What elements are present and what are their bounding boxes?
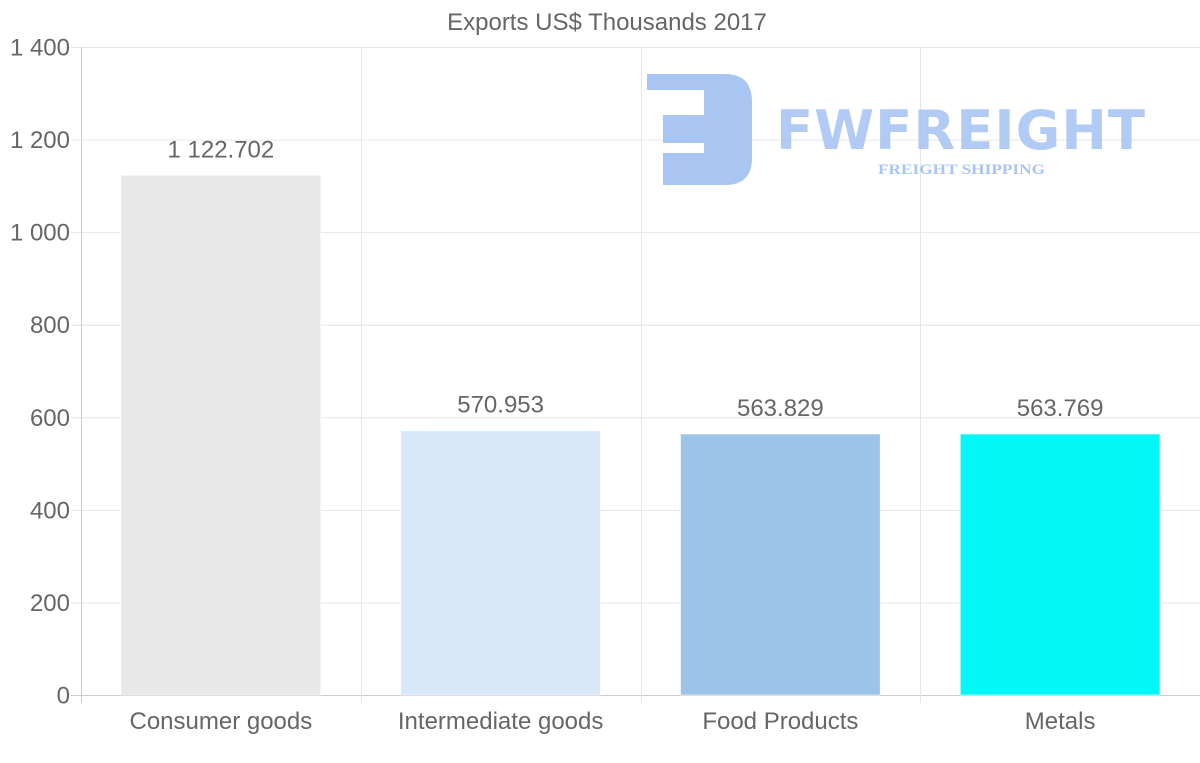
bars: [120, 174, 1161, 696]
data-label: 563.829: [737, 395, 824, 422]
x-tick-label: Food Products: [702, 708, 858, 735]
y-tick-label: 0: [57, 683, 70, 710]
y-tick-label: 800: [30, 312, 70, 339]
x-tick-label: Metals: [1025, 708, 1096, 735]
x-tick-label: Consumer goods: [129, 708, 312, 735]
data-label: 1 122.702: [167, 136, 274, 163]
y-tick-label: 600: [30, 405, 70, 432]
y-tick-label: 1 400: [10, 35, 70, 62]
y-tick-label: 1 200: [10, 127, 70, 154]
y-axis-tick-labels: 0 200 400 600 800 1 000 1 200 1 400: [10, 35, 70, 710]
bar-consumer-goods: [120, 174, 322, 696]
svg-text:FREIGHT SHIPPING: FREIGHT SHIPPING: [878, 162, 1045, 178]
bar-intermediate-goods: [400, 430, 601, 696]
data-label: 570.953: [457, 392, 544, 419]
x-tick-label: Intermediate goods: [398, 708, 603, 735]
y-tick-label: 400: [30, 497, 70, 524]
y-tick-label: 200: [30, 590, 70, 617]
chart-title: Exports US$ Thousands 2017: [447, 9, 767, 36]
data-label: 563.769: [1017, 395, 1104, 422]
logo-mark-icon: [647, 74, 752, 185]
y-tick-label: 1 000: [10, 220, 70, 247]
data-labels: 1 122.702 570.953 563.829 563.769: [167, 136, 1103, 422]
fwfreight-logo-watermark: FWFREIGHT FREIGHT SHIPPING: [647, 74, 1146, 185]
svg-text:FWFREIGHT: FWFREIGHT: [776, 99, 1146, 162]
bar-food-products: [680, 433, 881, 696]
bar-metals: [959, 433, 1161, 696]
x-axis-tick-labels: Consumer goods Intermediate goods Food Pro…: [129, 708, 1095, 735]
